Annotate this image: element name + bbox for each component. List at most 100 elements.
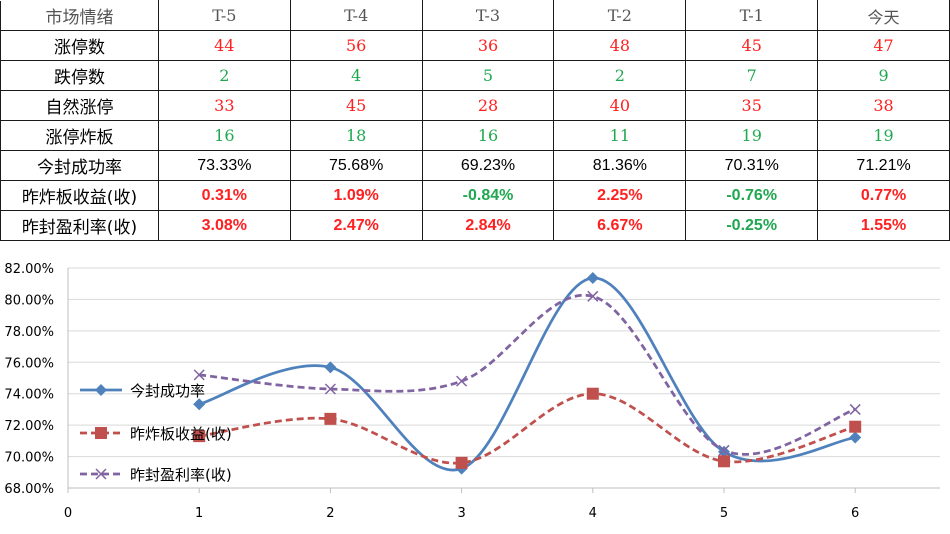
- series-line: [198, 276, 856, 472]
- column-header: T-2: [553, 0, 687, 31]
- table-cell: 2: [553, 60, 687, 91]
- table-cell: 18: [289, 120, 423, 151]
- data-point: [718, 445, 730, 458]
- table-cell: 1.09%: [289, 180, 423, 211]
- x-tick-label: 5: [720, 506, 728, 521]
- y-tick-label: 72.00%: [4, 419, 54, 434]
- column-header: T-4: [289, 0, 423, 31]
- legend-label: 昨封盈利率(收): [130, 466, 232, 484]
- row-label: 今封成功率: [0, 150, 159, 181]
- table-header-label: 市场情绪: [0, 0, 159, 31]
- x-tick-label: 6: [851, 506, 859, 521]
- table-cell: 6.67%: [553, 210, 687, 241]
- table-cell: 70.31%: [685, 150, 819, 181]
- row-label: 跌停数: [0, 60, 159, 91]
- table-cell: 71.21%: [817, 150, 950, 181]
- series-line: [199, 293, 856, 456]
- row-label: 自然涨停: [0, 90, 159, 121]
- column-header: T-5: [157, 0, 291, 31]
- table-cell: 1.55%: [817, 210, 950, 241]
- row-label: 涨停数: [0, 30, 159, 61]
- table-cell: 45: [685, 30, 819, 61]
- marker-stroke: [718, 444, 730, 456]
- table-cell: 19: [685, 120, 819, 151]
- marker-stroke: [849, 403, 861, 415]
- data-point: [456, 375, 468, 387]
- y-tick-label: 68.00%: [4, 482, 54, 497]
- data-point: [193, 369, 205, 381]
- table-cell: 47: [817, 30, 950, 61]
- table-cell: 2.25%: [553, 180, 687, 211]
- row-label: 昨封盈利率(收): [0, 210, 159, 241]
- column-header: T-1: [685, 0, 819, 31]
- table-cell: 73.33%: [157, 150, 291, 181]
- table-cell: 45: [289, 90, 423, 121]
- table-cell: 44: [157, 30, 291, 61]
- table-row: 跌停数 2 4 5 2 7 9: [0, 60, 950, 91]
- column-header: 今天: [817, 0, 950, 31]
- x-tick-label: 2: [326, 506, 334, 521]
- row-label: 昨炸板收益(收): [0, 180, 159, 211]
- y-tick-label: 76.00%: [4, 356, 54, 371]
- legend-label: 今封成功率: [130, 382, 205, 400]
- data-point: [849, 403, 861, 415]
- table-cell: 81.36%: [553, 150, 687, 181]
- table-cell: 16: [421, 120, 555, 151]
- y-tick-label: 80.00%: [4, 293, 54, 308]
- data-point: [95, 427, 107, 439]
- data-point: [324, 412, 337, 425]
- marker-stroke: [456, 375, 468, 387]
- line-chart: 68.00% 70.00% 72.00% 74.00% 76.00% 78.00% 80.0…: [4, 262, 940, 521]
- table-cell: 38: [817, 90, 950, 121]
- y-tick-label: 70.00%: [4, 451, 54, 466]
- table-cell: 7: [685, 60, 819, 91]
- row-label: 涨停炸板: [0, 120, 159, 151]
- table-cell: 11: [553, 120, 687, 151]
- table-cell: 0.77%: [817, 180, 950, 211]
- y-tick-label: 82.00%: [4, 262, 54, 277]
- data-point: [587, 290, 599, 302]
- data-point: [324, 383, 336, 395]
- market-sentiment-table: 市场情绪 T-5 T-4 T-3 T-2 T-1 今天 涨停数 44 56 36 48 45 47 跌停数 2…: [0, 0, 950, 241]
- table-cell: 75.68%: [289, 150, 423, 181]
- table-row: 昨封盈利率(收) 3.08% 2.47% 2.84% 6.67% -0.25% 1.55%: [0, 210, 950, 241]
- data-point: [849, 420, 862, 433]
- table-cell: 48: [553, 30, 687, 61]
- table-cell: 3.08%: [157, 210, 291, 241]
- marker-stroke: [193, 369, 205, 381]
- data-point: [95, 384, 107, 396]
- legend-label: 昨炸板收益(收): [130, 425, 232, 443]
- y-tick-label: 74.00%: [4, 388, 54, 403]
- table-cell: 35: [685, 90, 819, 121]
- table-row: 昨炸板收益(收) 0.31% 1.09% -0.84% 2.25% -0.76% 0.77%: [0, 180, 950, 211]
- data-point: [849, 431, 862, 444]
- table-cell: 2: [157, 60, 291, 91]
- data-point: [324, 361, 337, 374]
- table-cell: 28: [421, 90, 555, 121]
- table-cell: 4: [289, 60, 423, 91]
- table-cell: -0.76%: [685, 180, 819, 211]
- table-cell: 19: [817, 120, 950, 151]
- x-tick-label: 0: [64, 506, 72, 521]
- table-cell: 9: [817, 60, 950, 91]
- x-tick-label: 4: [589, 506, 597, 521]
- column-header: T-3: [421, 0, 555, 31]
- table-row: 涨停炸板 16 18 16 11 19 19: [0, 120, 950, 151]
- x-tick-label: 3: [457, 506, 465, 521]
- data-point: [718, 455, 730, 468]
- table-cell: 5: [421, 60, 555, 91]
- table-cell: 36: [421, 30, 555, 61]
- y-tick-label: 78.00%: [4, 325, 54, 340]
- table-cell: 69.23%: [421, 150, 555, 181]
- data-point: [586, 272, 599, 285]
- table-cell: 40: [553, 90, 687, 121]
- table-cell: -0.84%: [421, 180, 555, 211]
- data-point: [193, 398, 206, 411]
- table-cell: -0.25%: [685, 210, 819, 241]
- data-point: [193, 430, 206, 443]
- data-point: [718, 444, 730, 456]
- data-point: [455, 456, 468, 469]
- table-cell: 33: [157, 90, 291, 121]
- table-cell: 2.47%: [289, 210, 423, 241]
- table-cell: 16: [157, 120, 291, 151]
